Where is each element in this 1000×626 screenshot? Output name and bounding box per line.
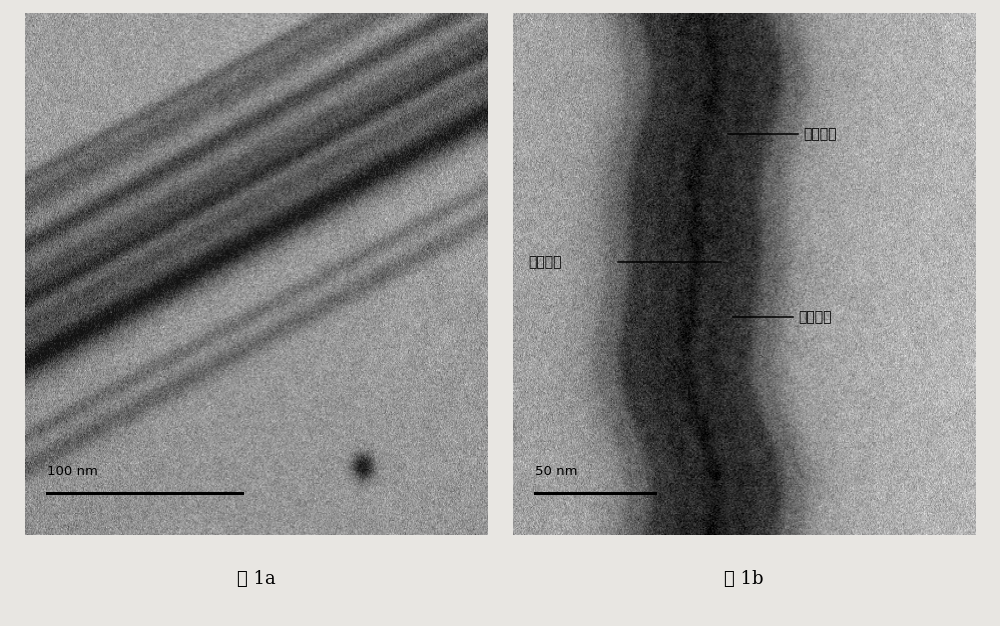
Text: 碳纳米管: 碳纳米管 — [528, 255, 562, 269]
Text: 100 nm: 100 nm — [47, 465, 98, 478]
Text: 图 1b: 图 1b — [724, 570, 764, 588]
Text: 二硫化馒: 二硫化馒 — [798, 310, 832, 324]
Text: 50 nm: 50 nm — [535, 465, 578, 478]
Text: 透明质酸: 透明质酸 — [803, 128, 836, 141]
Text: 图 1a: 图 1a — [237, 570, 275, 588]
